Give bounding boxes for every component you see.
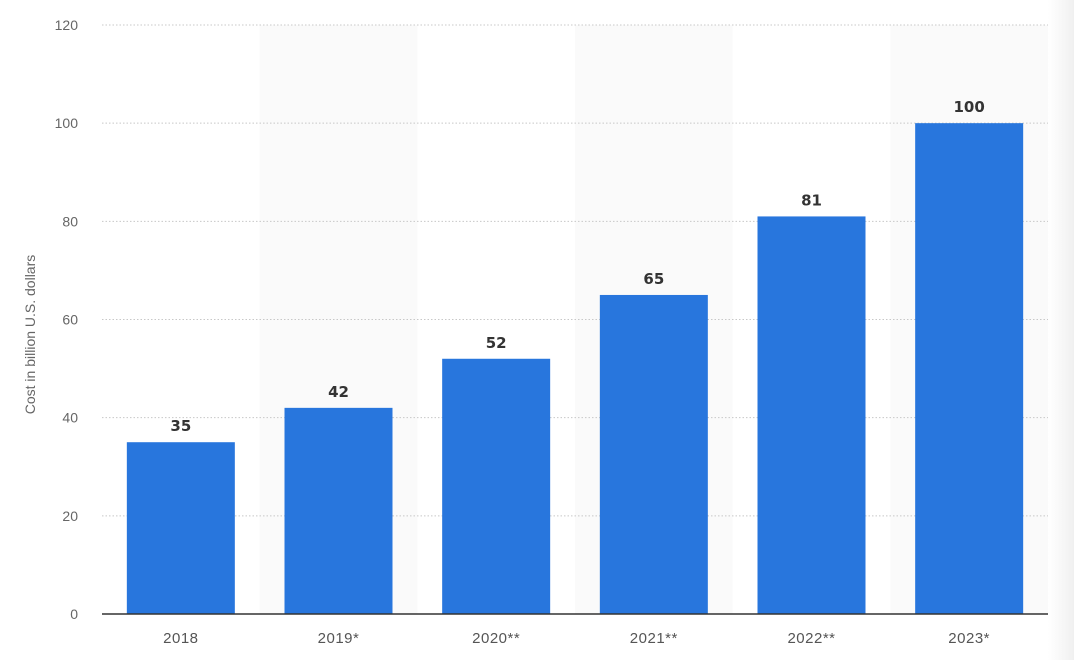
x-tick-label: 2023* [948, 630, 990, 647]
x-axis-labels: 2018 2019* 2020** 2021** 2022** 2023* [163, 630, 990, 647]
y-tick-label: 20 [62, 508, 78, 524]
bar [599, 294, 708, 614]
data-label: 65 [643, 270, 664, 288]
x-tick-label: 2019* [318, 630, 360, 647]
bars [126, 123, 1024, 615]
y-tick-label: 40 [62, 410, 78, 426]
data-label: 35 [170, 417, 191, 435]
y-tick-label: 0 [70, 606, 78, 622]
data-label: 100 [954, 98, 985, 116]
x-tick-label: 2018 [163, 630, 198, 647]
value-labels: 35 42 52 65 81 100 [170, 98, 984, 435]
scroll-edge-shadow [1048, 0, 1074, 660]
data-label: 42 [328, 383, 349, 401]
bar [126, 442, 235, 614]
y-tick-label: 100 [55, 115, 79, 131]
bar [915, 123, 1024, 615]
bar [442, 358, 551, 614]
y-tick-label: 60 [62, 312, 78, 328]
y-tick-label: 120 [55, 17, 79, 33]
bar [284, 407, 393, 614]
x-tick-label: 2021** [630, 630, 678, 647]
data-label: 52 [486, 334, 507, 352]
bar [757, 216, 866, 615]
gridlines [102, 24, 1048, 517]
y-axis-title: Cost in billion U.S. dollars [22, 255, 38, 415]
x-tick-label: 2022** [787, 630, 835, 647]
y-axis-ticks: 0 20 40 60 80 100 120 [55, 17, 79, 622]
data-label: 81 [801, 191, 822, 209]
y-tick-label: 80 [62, 213, 78, 229]
x-tick-label: 2020** [472, 630, 520, 647]
